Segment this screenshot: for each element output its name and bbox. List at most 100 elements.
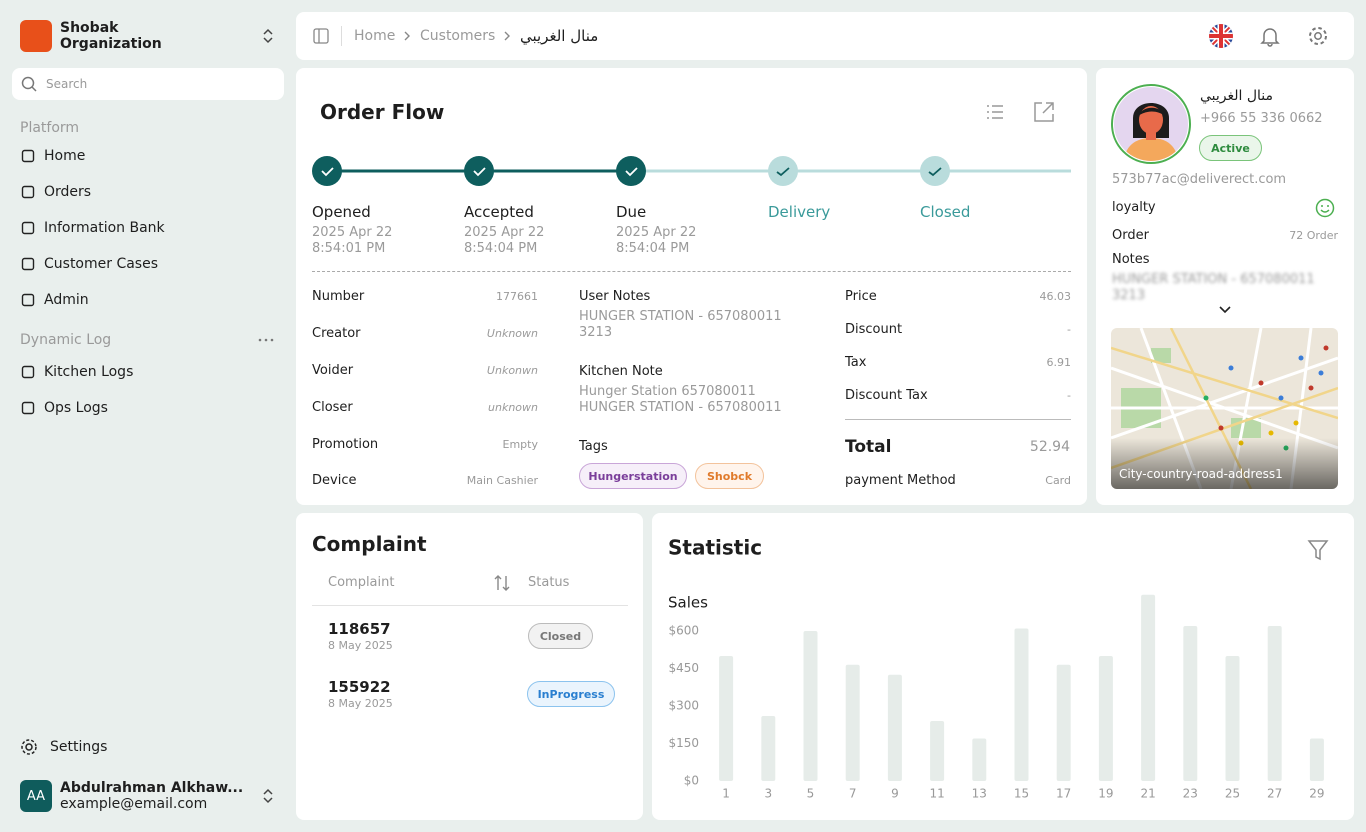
profile-card: منال الغريبي +966 55 336 0662 Active 573…: [1096, 68, 1354, 505]
nav-item[interactable]: Customer Cases: [44, 256, 159, 272]
nav-icon-shape: [21, 149, 35, 163]
step-icon: [473, 167, 486, 177]
x-tick-label: 11: [929, 787, 944, 801]
notes-line: HUNGER STATION - 657080011: [579, 309, 782, 324]
nav-icon-shape: [21, 293, 35, 307]
nav-item[interactable]: Home: [44, 148, 86, 164]
step-dot: [616, 156, 646, 186]
location-map[interactable]: [1111, 328, 1338, 489]
settings-link[interactable]: Settings: [50, 739, 108, 755]
crumb-current: منال الغريبي: [520, 27, 599, 45]
status-badge: Active: [1199, 135, 1262, 161]
user-name[interactable]: Abdulrahman Alkhaw...: [60, 780, 244, 796]
statistic-card: Statistic Sales $0 $150 $300 $450 $600 1 3 5 7 9 1…: [652, 513, 1354, 820]
step-time: 8:54:04 PM: [616, 241, 690, 256]
step-time: 8:54:04 PM: [464, 241, 538, 256]
org-name[interactable]: Shobak Organization: [60, 20, 162, 52]
user-email: example@email.com: [60, 796, 208, 812]
bar: [803, 631, 818, 781]
sidebar-toggle[interactable]: [313, 28, 329, 44]
bar: [1098, 656, 1113, 781]
step-icon: [776, 167, 790, 177]
x-tick-label: 17: [1056, 787, 1071, 801]
step-label: Opened: [312, 203, 371, 221]
column-header: Status: [528, 575, 570, 590]
search-placeholder: Search: [46, 77, 88, 91]
step-icon: [928, 167, 942, 177]
nav-icon-shape: [21, 365, 35, 379]
open-icon[interactable]: [1033, 101, 1055, 123]
crumb[interactable]: Customers: [420, 28, 496, 44]
x-tick-label: 27: [1267, 787, 1282, 801]
step-date: 2025 Apr 22: [464, 225, 545, 240]
top-bar: Home Customers منال الغريبي: [296, 12, 1354, 60]
filter-icon[interactable]: [1307, 540, 1329, 561]
x-tick-label: 5: [807, 787, 815, 801]
nav-icon-shape: [21, 401, 35, 415]
search-icon: [21, 76, 37, 92]
loyalty-label: loyalty: [1112, 200, 1156, 215]
column-header: Complaint: [328, 575, 395, 590]
detail-label: Creator: [312, 326, 361, 341]
loyalty-smiley: [1315, 198, 1335, 218]
price-label: Price: [845, 289, 877, 304]
total-value: 52.94: [1029, 439, 1070, 455]
step-icon: [625, 167, 638, 177]
bar: [1056, 664, 1071, 781]
language-flag[interactable]: [1209, 24, 1233, 48]
price-value: -: [1067, 389, 1071, 402]
card-title: Complaint: [312, 532, 427, 556]
expand-icon[interactable]: [1218, 305, 1232, 315]
nav-icon: [21, 365, 35, 379]
detail-label: Voider: [312, 363, 354, 378]
nav-item[interactable]: Admin: [44, 292, 89, 308]
flow-track: [312, 156, 1071, 186]
chart-subtitle: Sales: [668, 594, 708, 612]
crumb-sep: [504, 31, 510, 41]
list-icon[interactable]: [985, 103, 1005, 121]
tag: Shobck: [695, 463, 764, 489]
notes-text: HUNGER STATION - 657080011: [1112, 272, 1315, 287]
sort-icon[interactable]: [494, 574, 510, 592]
detail-label: Closer: [312, 400, 353, 415]
step-date: 2025 Apr 22: [616, 225, 697, 240]
nav-item[interactable]: Kitchen Logs: [44, 364, 134, 380]
nav-icon: [21, 185, 35, 199]
y-tick-label: $600: [668, 624, 699, 638]
crumb[interactable]: Home: [354, 28, 396, 44]
nav-item[interactable]: Orders: [44, 184, 92, 200]
gear-icon[interactable]: [1307, 25, 1329, 47]
more-icon[interactable]: [258, 335, 274, 345]
nav-section: Platform: [20, 120, 80, 136]
bar: [719, 656, 734, 781]
search-box[interactable]: Search: [12, 68, 284, 100]
complaint-id[interactable]: 155922: [328, 678, 391, 696]
profile-name: منال الغريبي: [1200, 88, 1274, 104]
detail-value: Main Cashier: [466, 474, 538, 487]
detail-label: Number: [312, 289, 365, 304]
bell-icon[interactable]: [1259, 25, 1281, 47]
nav-item[interactable]: Ops Logs: [44, 400, 108, 416]
x-tick-label: 25: [1225, 787, 1240, 801]
nav-item[interactable]: Information Bank: [44, 220, 165, 236]
x-tick-label: 15: [1014, 787, 1029, 801]
user-switch[interactable]: [261, 788, 275, 804]
detail-value: Empty: [502, 438, 538, 451]
org-switch[interactable]: [261, 28, 275, 44]
header-divider: [312, 605, 628, 606]
step-label: Closed: [920, 203, 971, 221]
chart-title: Statistic: [668, 536, 762, 560]
tags-label: Tags: [579, 439, 608, 454]
complaint-id[interactable]: 118657: [328, 620, 391, 638]
order-flow-card: Order Flow Opened 2025 Apr 22 8:54:01 PM Ac…: [296, 68, 1087, 505]
price-label: Discount: [845, 322, 903, 337]
detail-label: Device: [312, 473, 357, 488]
complaint-date: 8 May 2025: [328, 639, 393, 652]
card-title: Order Flow: [320, 100, 445, 124]
bar: [845, 664, 860, 781]
complaint-date: 8 May 2025: [328, 697, 393, 710]
bar: [1014, 628, 1029, 781]
y-tick-label: $300: [668, 699, 699, 713]
